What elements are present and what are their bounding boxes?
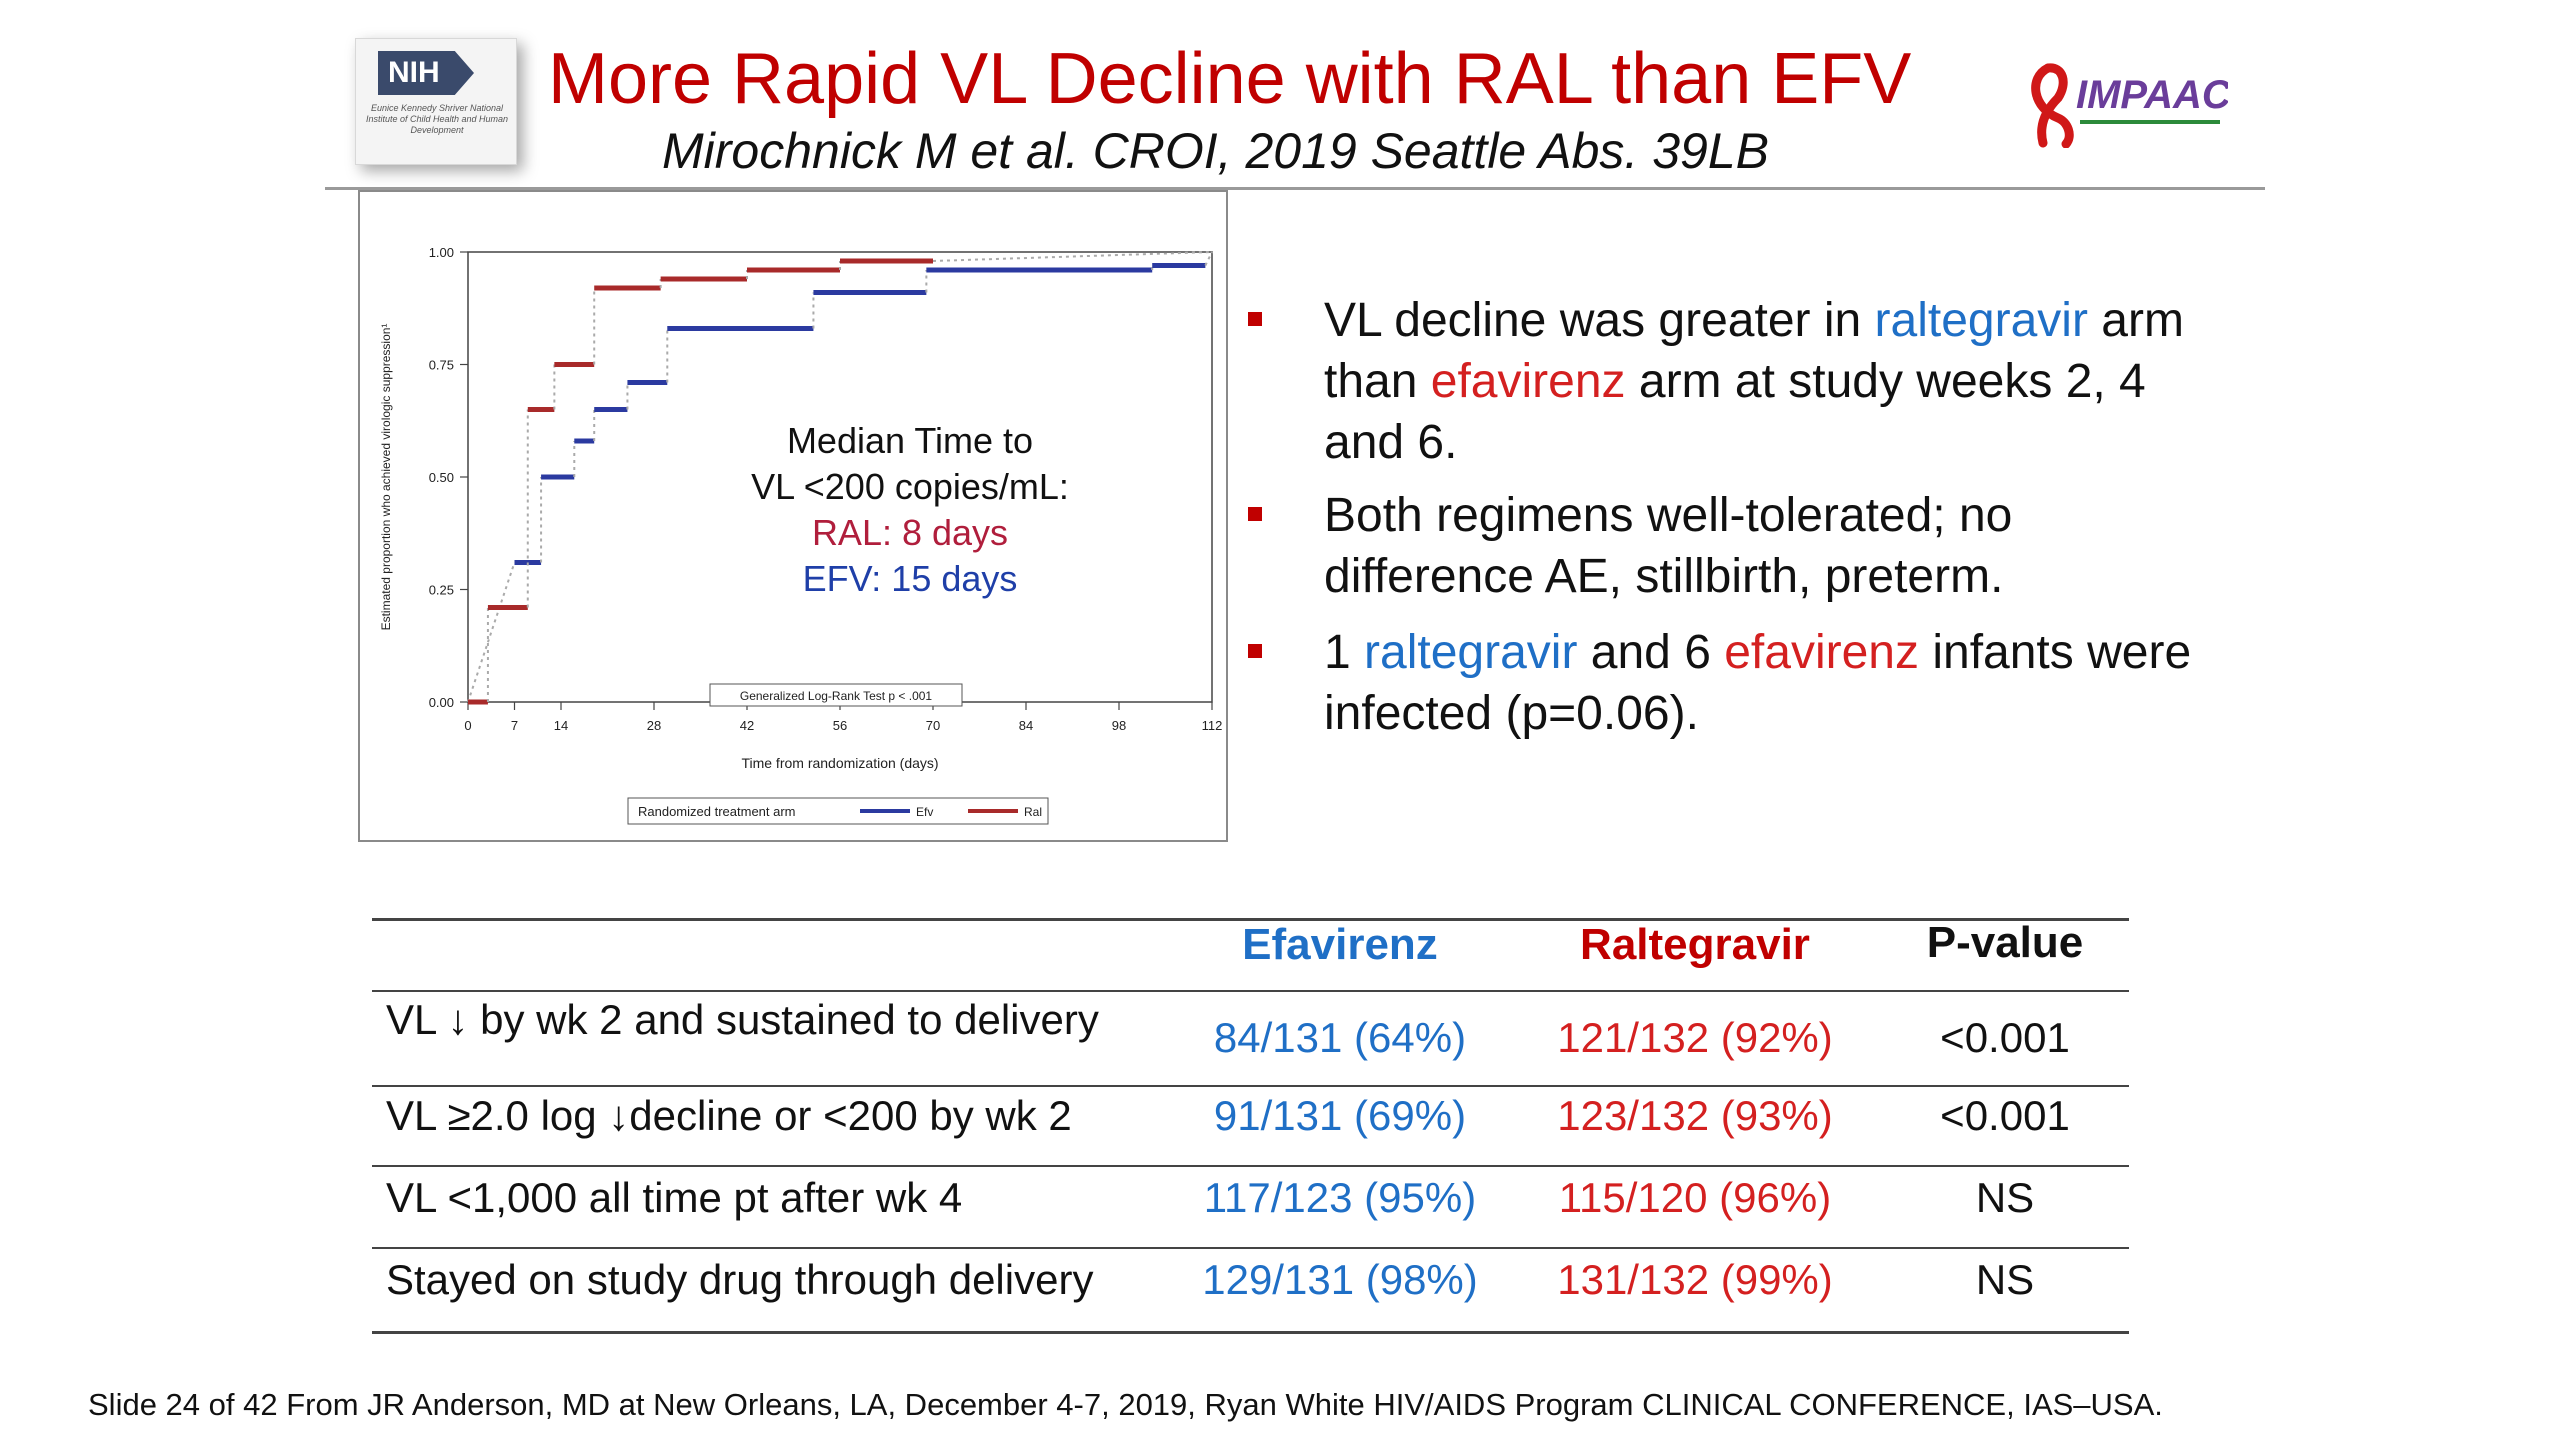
bullet-text-part: infants were infected (p=0.06). xyxy=(1324,626,2192,740)
x-tick-label: 56 xyxy=(833,718,847,733)
cell-efavirenz: 117/123 (95%) xyxy=(1203,1174,1477,1221)
row-label: Stayed on study drug through delivery xyxy=(386,1256,1094,1303)
header-pvalue: P-value xyxy=(1926,918,2084,967)
cell-efavirenz: 91/131 (69%) xyxy=(1213,1092,1467,1139)
bullet-marker xyxy=(1248,507,1262,521)
bullet-text-part: efavirenz xyxy=(1724,626,1919,679)
bullet-marker xyxy=(1248,644,1262,658)
cell-pvalue: NS xyxy=(1975,1174,2035,1221)
bullet-text-part: raltegravir xyxy=(1874,294,2088,347)
table-header-rule xyxy=(372,990,2129,992)
cell-raltegravir: 115/120 (96%) xyxy=(1558,1174,1832,1221)
table-top-rule xyxy=(372,918,2129,921)
annotation-line-1: Median Time to xyxy=(786,420,1034,461)
bullet-text-part: Both regimens well-tolerated; no differe… xyxy=(1324,489,2013,603)
series-efv xyxy=(467,251,1213,703)
logrank-test-label: Generalized Log-Rank Test p < .001 xyxy=(740,689,933,703)
x-tick-label: 0 xyxy=(464,718,471,733)
cell-raltegravir: 123/132 (93%) xyxy=(1557,1092,1833,1139)
cell-pvalue: NS xyxy=(1975,1256,2035,1303)
row-label: VL ↓ by wk 2 and sustained to delivery xyxy=(386,996,1099,1043)
x-tick-label: 112 xyxy=(1202,718,1223,733)
legend-label-efv: Efv xyxy=(916,805,933,819)
median-time-annotation: Median Time to VL <200 copies/mL: RAL: 8… xyxy=(720,418,1100,602)
x-tick-label: 70 xyxy=(926,718,940,733)
series-tail xyxy=(932,251,1213,262)
table-row-rule xyxy=(372,1247,2129,1249)
series-ral xyxy=(468,251,1213,705)
x-tick-label: 98 xyxy=(1112,718,1126,733)
legend-title: Randomized treatment arm xyxy=(638,804,796,819)
bullet-text: VL decline was greater in raltegravir ar… xyxy=(1324,290,2204,473)
bullet-text-part: arm at study weeks 2, 4 and 6. xyxy=(1324,355,2146,469)
series-start xyxy=(467,562,516,703)
annotation-line-2: VL <200 copies/mL: xyxy=(751,466,1069,507)
chart-axes: 0.00 0.25 0.50 0.75 1.00 0 7 14 28 42 56 70 84 98 112 T… xyxy=(379,245,1222,771)
impaact-logo-text: IMPAACT xyxy=(2076,73,2228,117)
y-tick-label: 0.25 xyxy=(429,583,454,598)
bullet-text-part: raltegravir xyxy=(1364,626,1578,679)
km-chart: 0.00 0.25 0.50 0.75 1.00 0 7 14 28 42 56 70 84 98 112 T… xyxy=(379,245,1222,825)
cell-raltegravir: 131/132 (99%) xyxy=(1557,1256,1833,1303)
table-row-rule xyxy=(372,1165,2129,1167)
x-tick-label: 14 xyxy=(554,718,568,733)
cell-efavirenz: 84/131 (64%) xyxy=(1213,1014,1467,1061)
slide-subtitle: Mirochnick M et al. CROI, 2019 Seattle A… xyxy=(662,123,1769,179)
x-tick-label: 28 xyxy=(647,718,661,733)
annotation-efv: EFV: 15 days xyxy=(802,558,1018,599)
x-tick-label: 42 xyxy=(740,718,754,733)
y-tick-label: 0.75 xyxy=(429,358,454,373)
bullet-text: Both regimens well-tolerated; no differe… xyxy=(1324,485,2204,607)
cell-efavirenz: 129/131 (98%) xyxy=(1202,1256,1478,1303)
slide-footer: Slide 24 of 42 From JR Anderson, MD at N… xyxy=(88,1387,2163,1422)
chart-legend: Randomized treatment arm Efv Ral xyxy=(627,797,1049,825)
header-efavirenz: Efavirenz xyxy=(1242,920,1438,969)
y-tick-label: 0.00 xyxy=(429,695,454,710)
legend-label-ral: Ral xyxy=(1024,805,1042,819)
y-axis-label: Estimated proportion who achieved virolo… xyxy=(379,324,393,631)
x-tick-label: 84 xyxy=(1019,718,1033,733)
cell-pvalue: <0.001 xyxy=(1940,1092,2070,1139)
bullet-text: 1 raltegravir and 6 efavirenz infants we… xyxy=(1324,622,2204,744)
row-label: VL ≥2.0 log ↓decline or <200 by wk 2 xyxy=(386,1092,1072,1139)
bullet-text-part: efavirenz xyxy=(1430,355,1626,408)
km-chart-frame: 0.00 0.25 0.50 0.75 1.00 0 7 14 28 42 56 70 84 98 112 T… xyxy=(358,190,1228,842)
header-divider xyxy=(325,187,2265,190)
y-tick-label: 1.00 xyxy=(429,245,454,260)
cell-pvalue: <0.001 xyxy=(1940,1014,2070,1061)
impaact-logo: IMPAACT xyxy=(2031,63,2228,148)
x-axis-label: Time from randomization (days) xyxy=(741,755,938,771)
header-raltegravir: Raltegravir xyxy=(1580,920,1810,969)
logrank-test-border xyxy=(709,683,963,707)
bullet-text-part: and 6 xyxy=(1577,626,1725,679)
chart-series xyxy=(467,251,1213,705)
bullet-text-part: 1 xyxy=(1324,626,1365,679)
bullet-text-part: VL decline was greater in xyxy=(1324,294,1875,347)
x-tick-label: 7 xyxy=(511,718,518,733)
bullet-text-part: arm than xyxy=(1324,294,2184,408)
series-tail xyxy=(1204,251,1213,266)
row-label: VL <1,000 all time pt after wk 4 xyxy=(386,1174,963,1221)
nih-logo-text: Eunice Kennedy Shriver National Institut… xyxy=(365,103,509,135)
annotation-ral: RAL: 8 days xyxy=(811,512,1009,553)
nih-logo: NIH Eunice Kennedy Shriver National Inst… xyxy=(355,38,517,165)
y-tick-label: 0.50 xyxy=(429,470,454,485)
bullet-marker xyxy=(1248,312,1262,326)
logrank-test-box: Generalized Log-Rank Test p < .001 xyxy=(709,683,963,707)
nih-badge: NIH xyxy=(378,51,474,95)
cell-raltegravir: 121/132 (92%) xyxy=(1557,1014,1833,1061)
table-row-rule xyxy=(372,1331,2129,1334)
slide-title: More Rapid VL Decline with RAL than EFV xyxy=(548,39,1912,119)
table-row-rule xyxy=(372,1085,2129,1087)
